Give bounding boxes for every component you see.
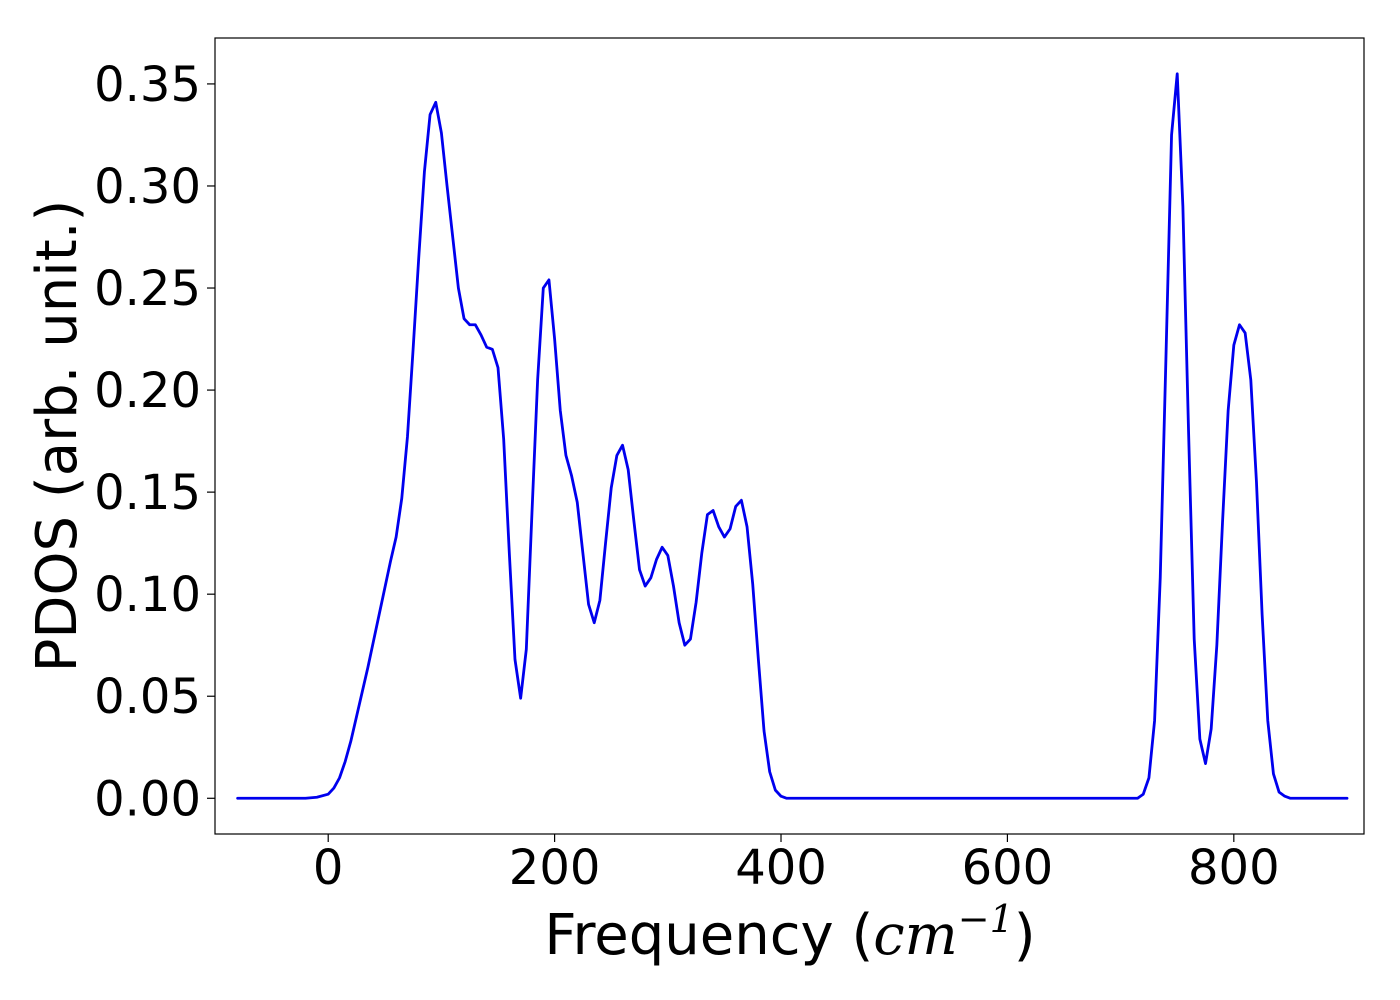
y-tick-label: 0.00: [94, 771, 201, 827]
x-axis-label-prefix: Frequency (: [544, 903, 873, 968]
y-tick-label: 0.10: [94, 567, 201, 623]
y-tick-label: 0.20: [94, 363, 201, 419]
y-tick-label: 0.15: [94, 465, 201, 521]
x-tick-label: 0: [313, 840, 344, 896]
y-tick-label: 0.35: [94, 57, 201, 113]
x-axis-label-exponent: −1: [958, 897, 1014, 941]
x-axis-label-suffix: ): [1014, 903, 1036, 968]
y-tick-label: 0.25: [94, 261, 201, 317]
x-axis-ticks: 0 200 400 600 800: [313, 834, 1280, 896]
y-tick-label: 0.30: [94, 159, 201, 215]
plot-frame: [214, 37, 1365, 835]
plot-area: [215, 38, 1364, 834]
x-tick-label: 200: [509, 840, 601, 896]
x-tick-label: 600: [962, 840, 1054, 896]
y-axis-label: PDOS (arb. unit.): [25, 200, 90, 673]
y-axis-ticks: 0.00 0.05 0.10 0.15 0.20 0.25 0.30 0.35: [94, 57, 215, 827]
x-tick-label: 800: [1188, 840, 1280, 896]
pdos-series-line: [236, 72, 1349, 800]
x-tick-label: 400: [735, 840, 827, 896]
x-axis-label: Frequency (cm−1): [544, 897, 1035, 968]
x-axis-label-variable: cm: [873, 903, 957, 968]
y-tick-label: 0.05: [94, 669, 201, 725]
